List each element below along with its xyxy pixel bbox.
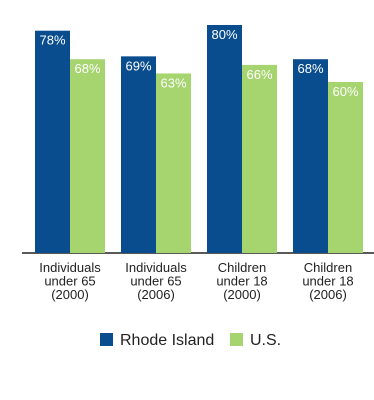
data-label: 68% [74,61,100,76]
category-label: under 18 [216,274,267,289]
category-label: (2000) [223,287,261,302]
legend-label-rhode-island: Rhode Island [120,332,214,349]
bar-us-3 [242,64,277,254]
category-label: Individuals [125,260,187,275]
data-label: 63% [160,75,186,90]
category-label: under 65 [44,274,95,289]
category-label: (2000) [51,287,89,302]
legend-swatch-us [230,333,243,346]
category-label: Individuals [39,260,101,275]
data-label: 66% [246,67,272,82]
bars-group: 78% 68% 69% 63% 80% 66% 68% 60% [35,25,363,254]
legend: Rhode Island U.S. [100,332,281,349]
category-label: under 18 [302,274,353,289]
bar-rhode-island-1 [35,30,70,254]
data-label: 68% [297,61,323,76]
data-label: 80% [211,27,237,42]
bar-rhode-island-4 [293,59,328,254]
data-label: 60% [332,84,358,99]
bar-us-4 [328,82,363,253]
bar-us-2 [156,73,191,253]
category-label: (2006) [137,287,175,302]
legend-label-us: U.S. [250,332,281,349]
category-label: (2006) [309,287,347,302]
data-label: 78% [39,33,65,48]
category-label: Children [218,260,266,275]
data-label: 69% [125,58,151,73]
bar-rhode-island-2 [121,56,156,253]
bar-rhode-island-3 [207,25,242,253]
category-label: Children [304,260,352,275]
legend-swatch-rhode-island [100,333,113,346]
bar-us-1 [70,59,105,254]
category-label: under 65 [130,274,181,289]
